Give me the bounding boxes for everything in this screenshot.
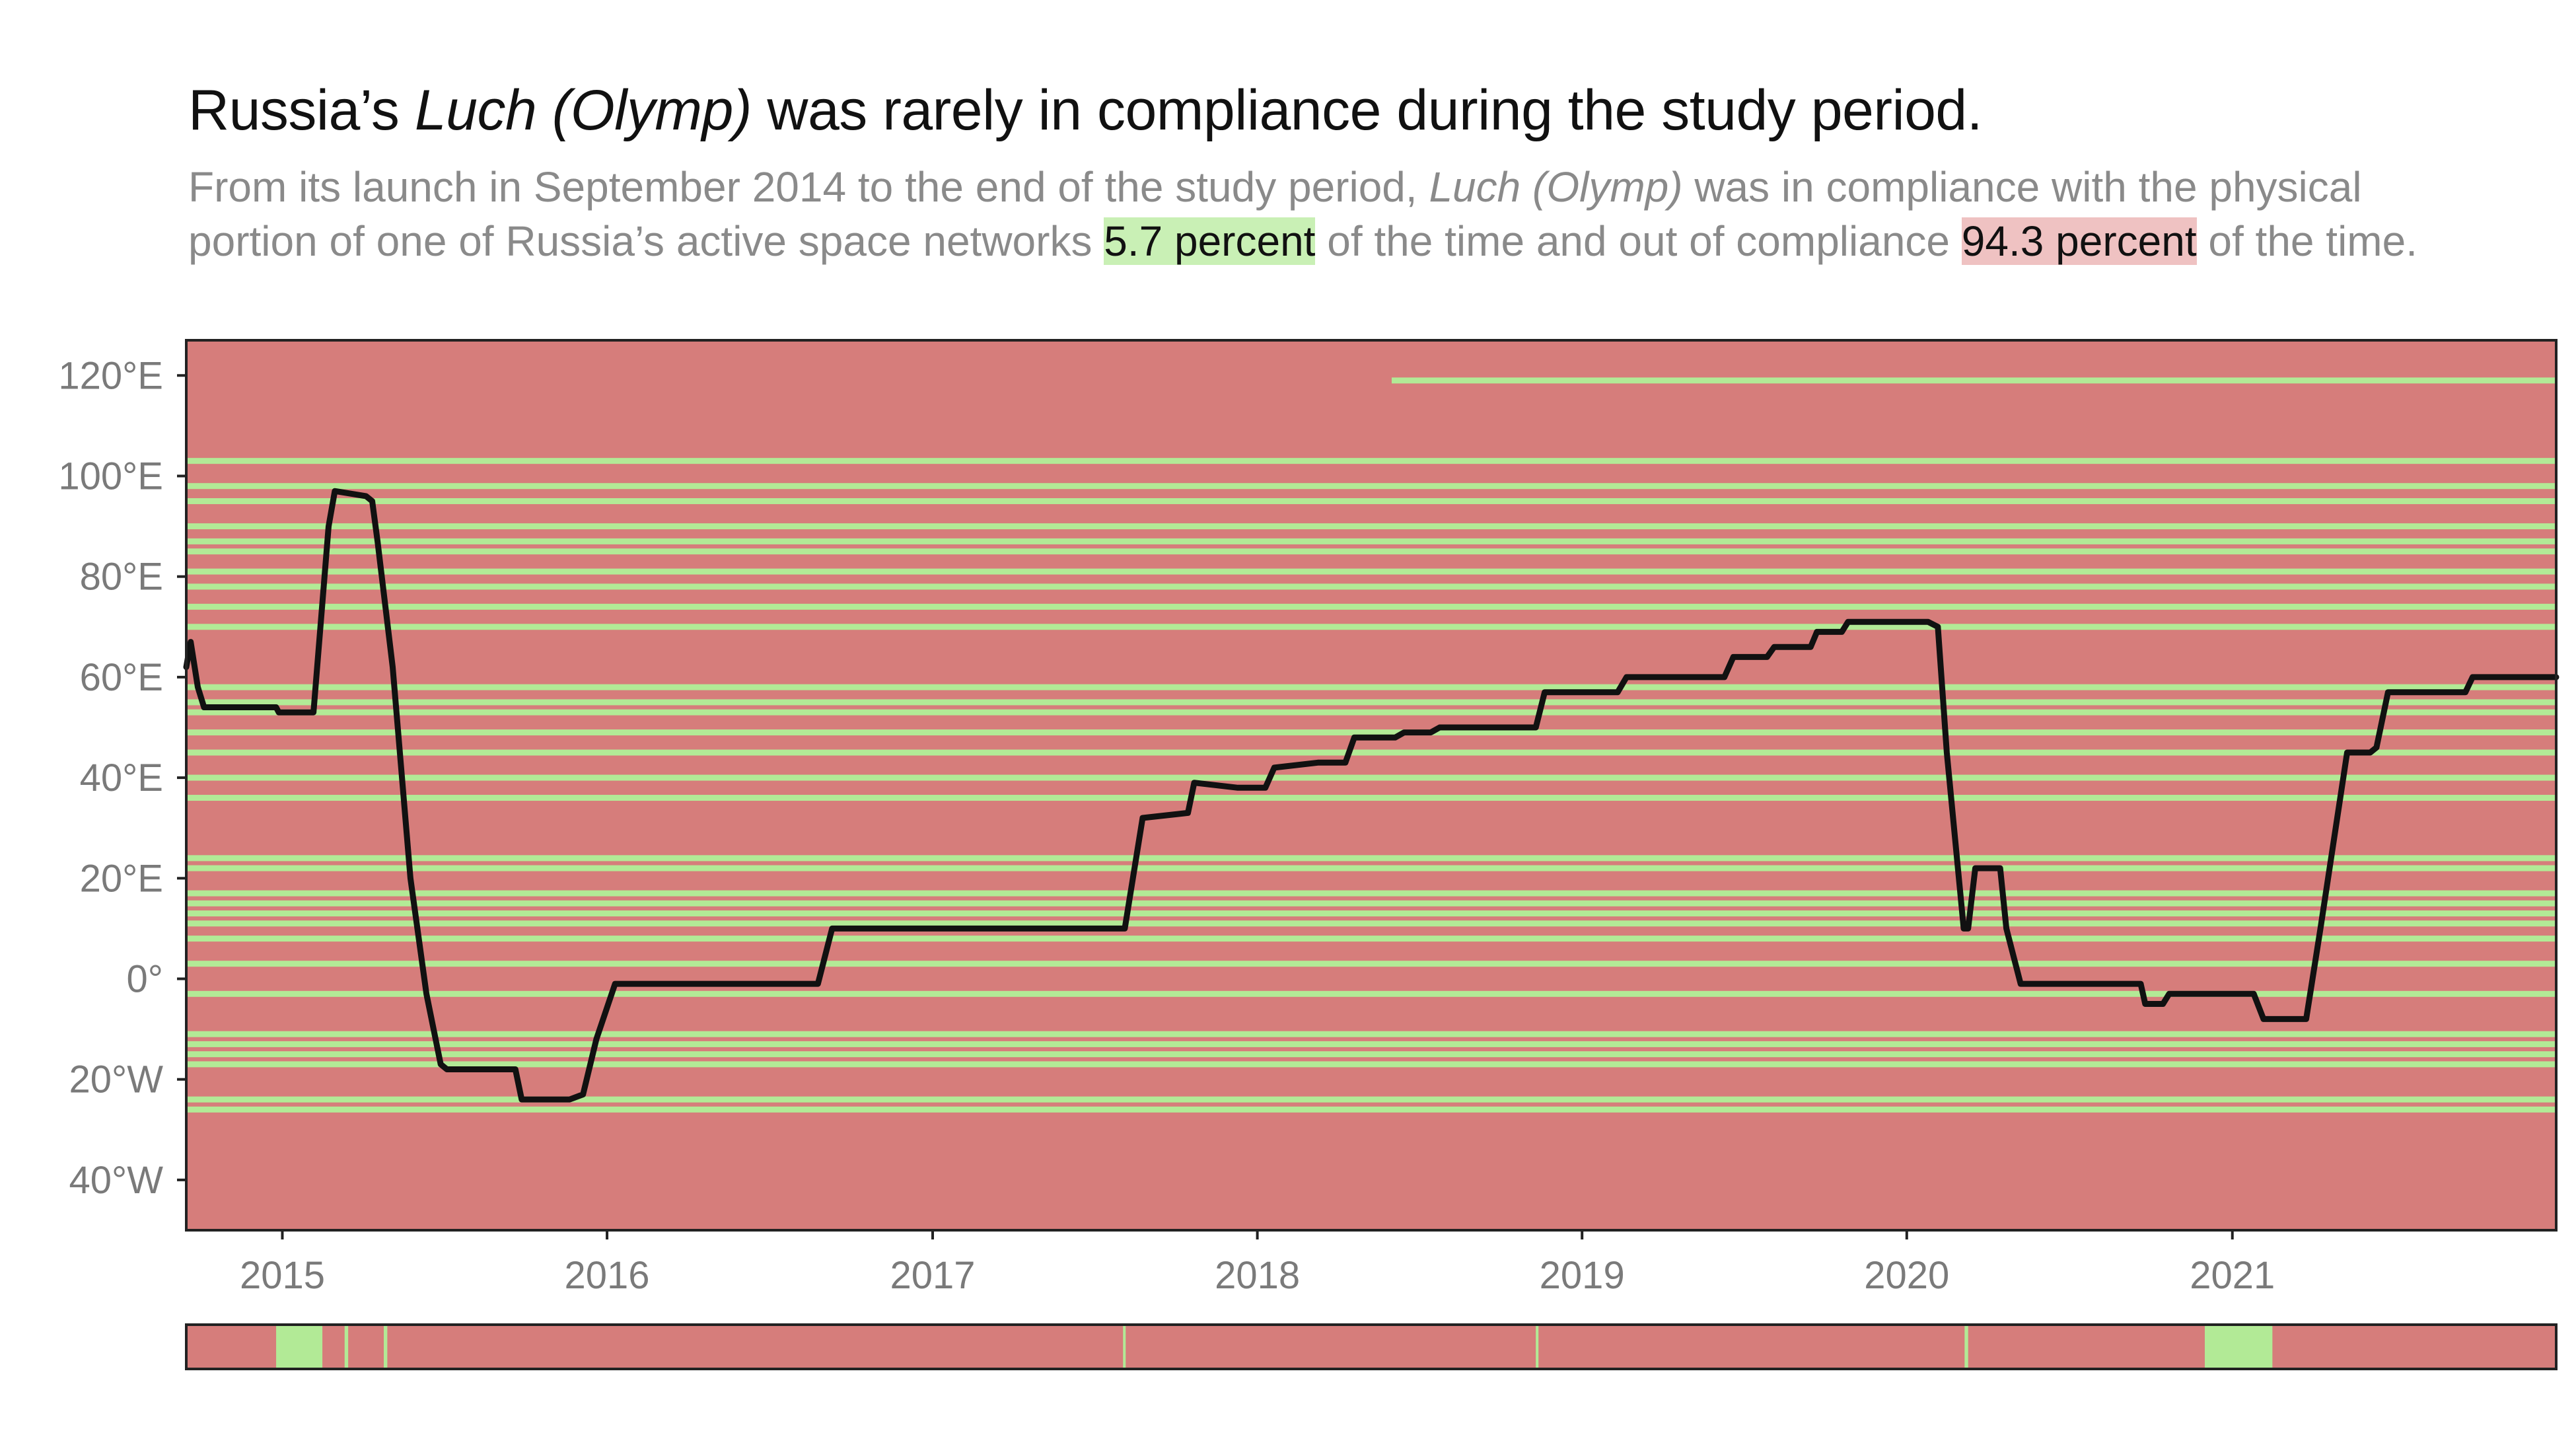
compliance-band	[186, 603, 2556, 610]
x-tick-label: 2015	[240, 1254, 325, 1297]
compliance-strip	[185, 1323, 2558, 1370]
compliance-band	[186, 1096, 2556, 1103]
x-tick-label: 2017	[890, 1254, 975, 1297]
compliance-legend-red: 94.3 percent	[1961, 217, 2197, 265]
strip-compliant-period	[2204, 1325, 2273, 1369]
compliance-band	[186, 568, 2556, 575]
x-tick-label: 2021	[2190, 1254, 2275, 1297]
chart-subtitle: From its launch in September 2014 to the…	[188, 163, 2417, 265]
strip-frame	[185, 1323, 2558, 1370]
compliance-band	[186, 990, 2556, 997]
strip-compliant-period	[1964, 1325, 1968, 1369]
compliance-band	[186, 1031, 2556, 1037]
compliance-band	[186, 774, 2556, 781]
compliance-band	[186, 936, 2556, 942]
compliance-band	[186, 684, 2556, 690]
y-tick-label: 60°E	[80, 656, 163, 699]
compliance-band	[186, 900, 2556, 906]
strip-compliant-period	[1123, 1325, 1126, 1369]
compliance-band	[186, 961, 2556, 967]
compliance-band	[186, 498, 2556, 505]
y-axis: 120°E 100°E 80°E 60°E 40°E 20°E 0° 20°W 40°W	[58, 354, 186, 1202]
strip-compliant-period	[1536, 1325, 1539, 1369]
compliance-band	[186, 795, 2556, 801]
x-axis: 2015 2016 2017 2018 2019 2020 2021	[240, 1230, 2275, 1297]
compliance-band	[1391, 377, 2556, 384]
compliance-band	[186, 699, 2556, 706]
strip-compliant-period	[276, 1325, 323, 1369]
y-tick-label: 20°E	[80, 857, 163, 900]
y-tick-label: 40°W	[69, 1159, 164, 1202]
compliance-band	[186, 538, 2556, 544]
strip-background	[186, 1325, 2556, 1369]
compliance-band	[186, 583, 2556, 590]
compliance-band	[186, 709, 2556, 716]
compliance-band	[186, 920, 2556, 927]
x-tick-label: 2018	[1215, 1254, 1300, 1297]
x-tick-label: 2019	[1540, 1254, 1625, 1297]
y-tick-label: 80°E	[80, 556, 163, 599]
plot-frame	[185, 339, 2558, 1232]
y-tick-label: 0°	[127, 957, 163, 1000]
y-tick-label: 40°E	[80, 756, 163, 799]
compliance-band	[186, 458, 2556, 464]
compliance-band	[186, 548, 2556, 555]
x-tick-label: 2020	[1864, 1254, 1949, 1297]
compliance-band	[186, 1061, 2556, 1068]
compliance-band	[186, 523, 2556, 530]
y-tick-label: 20°W	[69, 1058, 164, 1101]
main-plot-area	[183, 339, 2559, 1232]
strip-compliant-period	[384, 1325, 388, 1369]
compliance-band	[186, 1051, 2556, 1058]
y-tick-label: 100°E	[58, 455, 163, 497]
y-tick-label: 120°E	[58, 354, 163, 397]
compliance-band	[186, 890, 2556, 897]
compliance-band	[186, 729, 2556, 736]
compliance-band	[186, 865, 2556, 871]
x-tick-label: 2016	[565, 1254, 650, 1297]
compliance-band	[186, 483, 2556, 490]
compliance-band	[186, 1106, 2556, 1113]
strip-compliant-period	[344, 1325, 349, 1369]
compliance-band	[186, 910, 2556, 917]
compliance-band	[186, 749, 2556, 756]
compliance-band	[186, 624, 2556, 630]
compliance-legend-green: 5.7 percent	[1104, 217, 1316, 265]
compliance-band	[186, 855, 2556, 862]
satellite-longitude-line	[183, 488, 2559, 1103]
compliance-band	[186, 1041, 2556, 1047]
chart-title: Russia’s Luch (Olymp) was rarely in comp…	[188, 79, 1983, 142]
